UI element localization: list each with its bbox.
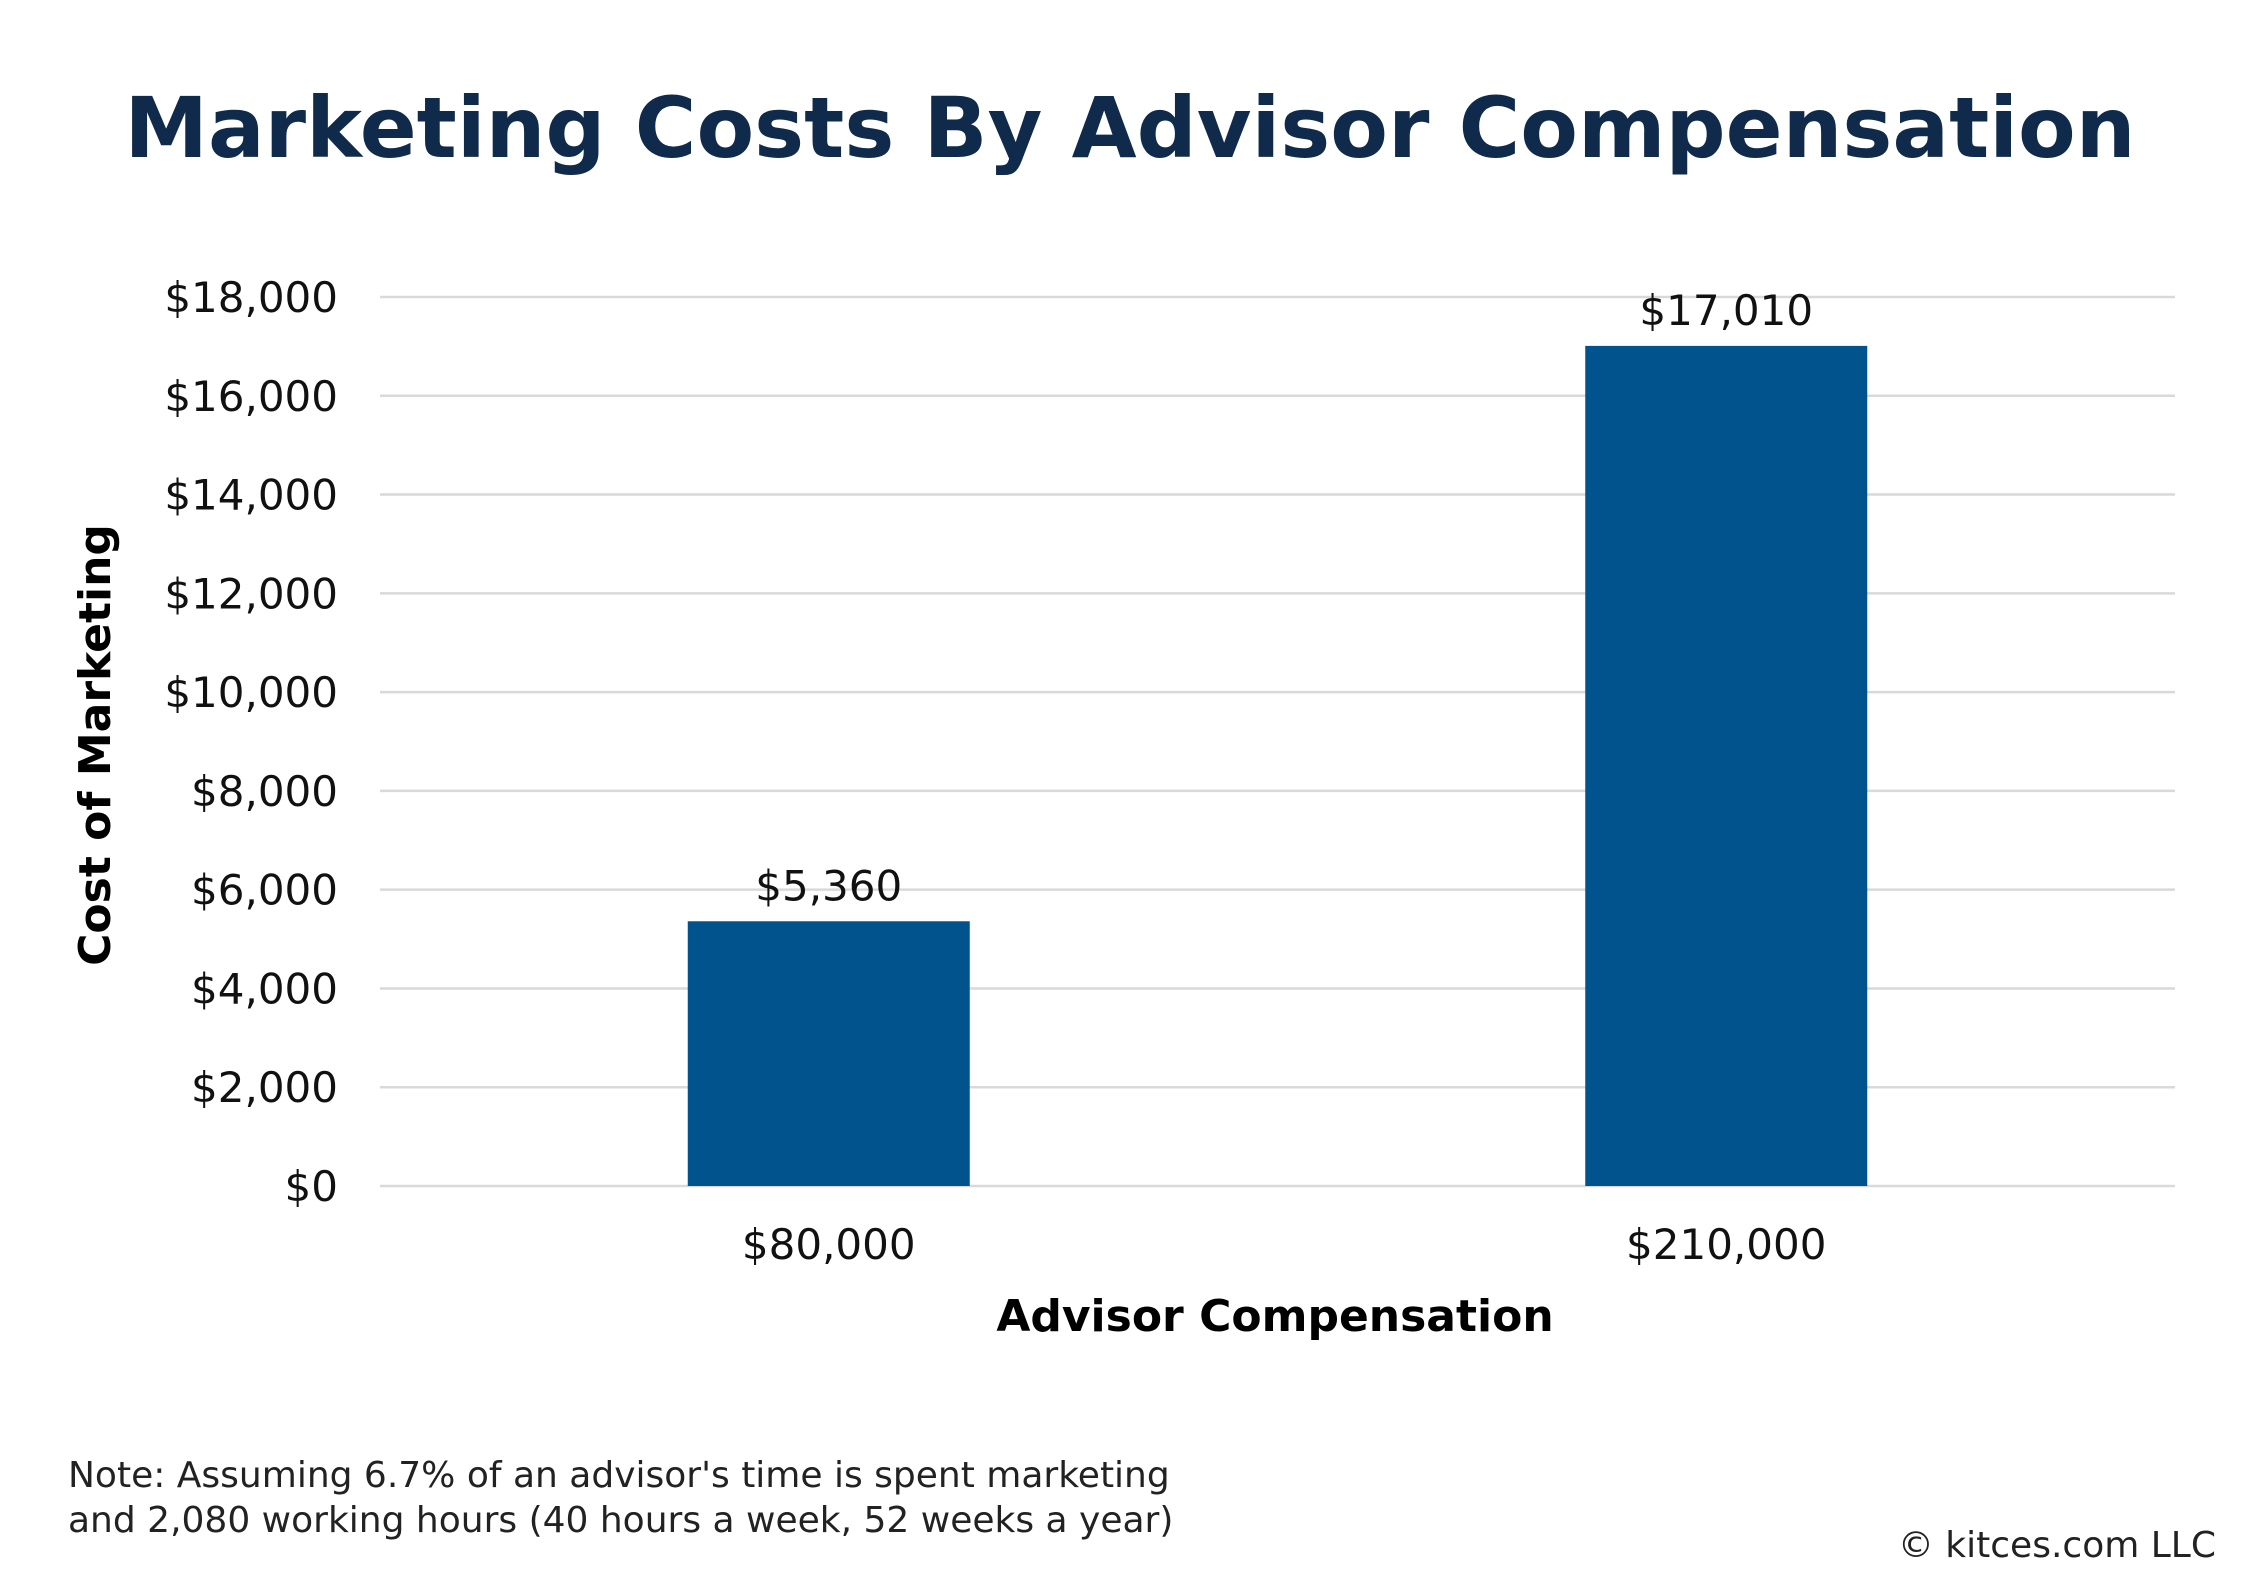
x-tick-label: $80,000 [742,1220,916,1269]
note-line-2: and 2,080 working hours (40 hours a week… [68,1500,1173,1541]
y-tick-label: $8,000 [191,767,338,816]
y-tick-label: $4,000 [191,964,338,1013]
y-tick-label: $2,000 [191,1063,338,1112]
copyright-credit: © kitces.com LLC [1898,1525,2216,1566]
bar-value-label: $5,360 [755,861,902,910]
x-axis-ticks: $80,000 $210,000 [742,1220,1827,1269]
bar [687,921,970,1186]
chart-title: Marketing Costs By Advisor Compensation [124,79,2135,177]
x-axis-title: Advisor Compensation [996,1291,1553,1342]
y-tick-label: $10,000 [164,668,338,717]
grid-lines [380,295,2175,1188]
y-tick-label: $12,000 [164,569,338,618]
y-tick-label: $18,000 [164,273,338,322]
bars: $5,360 $17,010 [687,286,1868,1186]
note-line-1: Note: Assuming 6.7% of an advisor's time… [68,1455,1170,1496]
y-axis-ticks: $0 $2,000 $4,000 $6,000 $8,000 $10,000 $12,000… [164,273,338,1211]
y-tick-label: $16,000 [164,372,338,421]
bar [1585,345,1868,1186]
bar-value-label: $17,010 [1639,286,1813,335]
y-tick-label: $6,000 [191,866,338,915]
x-tick-label: $210,000 [1626,1220,1826,1269]
y-tick-label: $0 [285,1162,338,1211]
y-tick-label: $14,000 [164,471,338,520]
y-axis-title: Cost of Marketing [70,524,121,966]
